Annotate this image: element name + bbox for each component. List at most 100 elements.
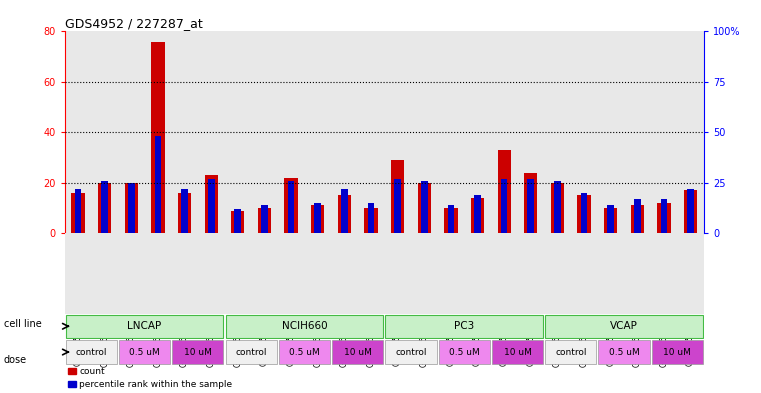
Bar xyxy=(258,208,271,233)
Bar xyxy=(545,315,703,338)
Bar xyxy=(581,193,587,233)
Bar xyxy=(225,340,277,364)
Bar xyxy=(332,340,384,364)
Bar xyxy=(331,31,358,233)
Bar xyxy=(65,31,91,233)
Bar xyxy=(341,189,348,233)
Bar xyxy=(571,233,597,314)
Bar xyxy=(358,233,384,314)
Bar xyxy=(421,181,428,233)
Bar xyxy=(278,31,304,233)
Bar xyxy=(288,181,295,233)
Bar xyxy=(338,195,351,233)
Bar xyxy=(385,315,543,338)
Bar xyxy=(118,233,145,314)
Text: VCAP: VCAP xyxy=(610,321,638,331)
Bar xyxy=(545,340,597,364)
Bar xyxy=(125,183,138,233)
Bar xyxy=(365,208,377,233)
Bar xyxy=(91,31,118,233)
Bar xyxy=(658,203,670,233)
Bar xyxy=(75,189,81,233)
Bar xyxy=(544,31,571,233)
Bar xyxy=(171,233,198,314)
Bar xyxy=(634,199,641,233)
Text: 10 uM: 10 uM xyxy=(664,347,691,356)
Bar xyxy=(411,31,438,233)
Bar xyxy=(65,340,117,364)
Bar xyxy=(464,31,491,233)
Bar xyxy=(438,31,464,233)
Bar xyxy=(98,183,111,233)
Bar xyxy=(145,233,171,314)
Bar xyxy=(285,178,298,233)
Bar xyxy=(119,340,170,364)
Bar xyxy=(604,208,617,233)
Bar xyxy=(101,181,108,233)
Bar xyxy=(118,31,145,233)
Bar xyxy=(331,233,358,314)
Bar xyxy=(151,42,164,233)
Bar xyxy=(544,233,571,314)
Bar xyxy=(492,340,543,364)
Bar xyxy=(304,31,331,233)
Bar xyxy=(224,233,251,314)
Bar xyxy=(498,150,511,233)
Text: 0.5 uM: 0.5 uM xyxy=(289,347,320,356)
Text: control: control xyxy=(75,347,107,356)
Text: 0.5 uM: 0.5 uM xyxy=(449,347,479,356)
Text: 10 uM: 10 uM xyxy=(344,347,371,356)
Bar xyxy=(391,160,404,233)
Bar xyxy=(438,340,490,364)
Bar xyxy=(205,175,218,233)
Bar xyxy=(578,195,591,233)
Bar xyxy=(278,233,304,314)
Bar xyxy=(571,31,597,233)
Bar xyxy=(661,199,667,233)
Bar xyxy=(261,205,268,233)
Bar xyxy=(198,31,224,233)
Bar xyxy=(171,31,198,233)
Bar xyxy=(225,315,384,338)
Legend: count, percentile rank within the sample: count, percentile rank within the sample xyxy=(65,363,236,393)
Text: 10 uM: 10 uM xyxy=(184,347,212,356)
Bar xyxy=(624,31,651,233)
Bar xyxy=(145,31,171,233)
Bar xyxy=(651,31,677,233)
Bar xyxy=(607,205,614,233)
Bar xyxy=(368,203,374,233)
Bar xyxy=(597,233,624,314)
Bar xyxy=(234,209,241,233)
Bar xyxy=(65,233,91,314)
Bar xyxy=(447,205,454,233)
Bar xyxy=(72,193,84,233)
Text: GDS4952 / 227287_at: GDS4952 / 227287_at xyxy=(65,17,202,30)
Bar xyxy=(501,179,508,233)
Bar xyxy=(684,190,697,233)
Bar xyxy=(464,233,491,314)
Bar xyxy=(597,31,624,233)
Bar xyxy=(527,179,534,233)
Bar xyxy=(279,340,330,364)
Bar xyxy=(651,233,677,314)
Bar xyxy=(491,233,517,314)
Bar xyxy=(491,31,517,233)
Text: cell line: cell line xyxy=(4,319,42,329)
Text: control: control xyxy=(555,347,587,356)
Bar xyxy=(314,203,321,233)
Bar xyxy=(474,195,481,233)
Bar xyxy=(394,179,401,233)
Bar xyxy=(517,31,544,233)
Bar xyxy=(444,208,457,233)
Bar xyxy=(651,340,703,364)
Bar xyxy=(384,31,411,233)
Bar xyxy=(208,179,215,233)
Text: dose: dose xyxy=(4,354,27,365)
Bar xyxy=(411,233,438,314)
Text: LNCAP: LNCAP xyxy=(127,321,162,331)
Bar xyxy=(178,193,191,233)
Bar xyxy=(65,315,224,338)
Bar xyxy=(91,233,118,314)
Bar xyxy=(418,183,431,233)
Bar xyxy=(551,183,564,233)
